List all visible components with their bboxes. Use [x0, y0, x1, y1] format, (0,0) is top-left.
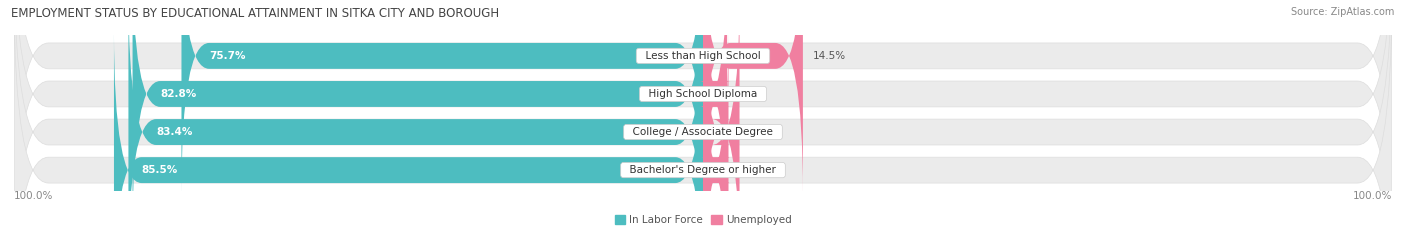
Legend: In Labor Force, Unemployed: In Labor Force, Unemployed — [610, 211, 796, 230]
Text: Bachelor's Degree or higher: Bachelor's Degree or higher — [623, 165, 783, 175]
FancyBboxPatch shape — [128, 0, 703, 233]
Text: 85.5%: 85.5% — [142, 165, 177, 175]
Text: 14.5%: 14.5% — [813, 51, 846, 61]
Text: 82.8%: 82.8% — [160, 89, 197, 99]
Text: 83.4%: 83.4% — [156, 127, 193, 137]
Text: Source: ZipAtlas.com: Source: ZipAtlas.com — [1291, 7, 1395, 17]
FancyBboxPatch shape — [703, 0, 740, 233]
FancyBboxPatch shape — [700, 0, 731, 233]
Text: 3.7%: 3.7% — [738, 165, 765, 175]
Text: 5.3%: 5.3% — [749, 127, 776, 137]
Text: Less than High School: Less than High School — [638, 51, 768, 61]
FancyBboxPatch shape — [702, 31, 731, 233]
Text: 3.5%: 3.5% — [738, 89, 763, 99]
FancyBboxPatch shape — [132, 0, 703, 233]
Text: High School Diploma: High School Diploma — [643, 89, 763, 99]
FancyBboxPatch shape — [14, 0, 1392, 233]
FancyBboxPatch shape — [14, 0, 1392, 233]
Text: EMPLOYMENT STATUS BY EDUCATIONAL ATTAINMENT IN SITKA CITY AND BOROUGH: EMPLOYMENT STATUS BY EDUCATIONAL ATTAINM… — [11, 7, 499, 20]
Text: 75.7%: 75.7% — [209, 51, 246, 61]
FancyBboxPatch shape — [703, 0, 803, 195]
Text: College / Associate Degree: College / Associate Degree — [626, 127, 780, 137]
FancyBboxPatch shape — [14, 0, 1392, 233]
FancyBboxPatch shape — [181, 0, 703, 195]
Text: 100.0%: 100.0% — [14, 191, 53, 201]
Text: 100.0%: 100.0% — [1353, 191, 1392, 201]
FancyBboxPatch shape — [14, 0, 1392, 233]
FancyBboxPatch shape — [114, 31, 703, 233]
